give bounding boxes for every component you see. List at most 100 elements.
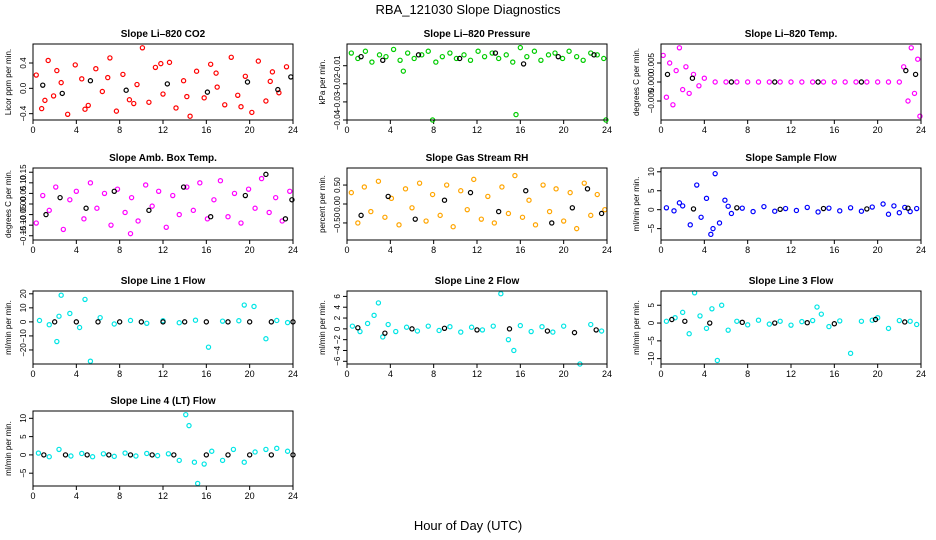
panel-ylabel: ml/min per min. — [4, 421, 13, 476]
y-tick-label: 0 — [647, 207, 656, 212]
data-point — [165, 451, 172, 457]
data-point — [97, 314, 103, 321]
data-point — [788, 322, 794, 328]
data-point — [539, 323, 545, 330]
data-point — [152, 64, 159, 71]
flagged-point — [523, 188, 529, 194]
data-point — [842, 79, 848, 85]
x-tick-label: 8 — [431, 245, 436, 255]
data-point — [197, 180, 203, 186]
x-tick-label: 24 — [916, 125, 926, 135]
x-tick-label: 12 — [472, 125, 482, 135]
data-point — [528, 328, 534, 335]
data-point — [67, 310, 73, 317]
data-point — [896, 79, 903, 85]
data-point — [567, 189, 573, 196]
data-point — [163, 224, 169, 230]
data-point — [443, 182, 450, 188]
plot-frame — [346, 290, 608, 365]
data-point — [267, 78, 273, 85]
data-point — [385, 321, 391, 328]
data-point — [348, 189, 355, 196]
data-point — [287, 188, 293, 194]
data-point — [532, 222, 539, 228]
data-point — [450, 224, 456, 230]
data-point — [714, 357, 721, 364]
figure-xlabel: Hour of Day (UTC) — [414, 518, 522, 533]
flagged-point — [734, 205, 740, 211]
data-point — [708, 231, 714, 238]
data-point — [134, 81, 140, 88]
data-point — [219, 457, 226, 464]
data-point — [531, 48, 538, 54]
data-point — [194, 480, 201, 487]
panel-ylabel: ml/min per min. — [632, 300, 641, 355]
data-point — [67, 197, 73, 203]
data-point — [725, 203, 731, 209]
x-tick-label: 12 — [158, 491, 168, 501]
x-tick-label: 0 — [344, 125, 349, 135]
data-point — [361, 184, 368, 190]
data-point — [362, 48, 369, 54]
data-point — [105, 74, 111, 81]
panel-3: Slope Li–820 Temp. degrees C per min. 0 4 8 1… — [632, 29, 926, 135]
data-point — [139, 45, 146, 51]
panels-container: Slope Li–820 CO2 Licor ppm per min. 0 4 8 12 1… — [4, 29, 926, 501]
x-tick-label: 8 — [745, 125, 750, 135]
data-point — [56, 446, 62, 453]
flagged-point — [571, 329, 578, 336]
data-point — [891, 203, 897, 209]
data-point — [60, 226, 67, 233]
x-tick-label: 16 — [829, 125, 839, 135]
y-tick-label: −5 — [647, 336, 656, 346]
data-point — [676, 200, 683, 206]
y-tick-label: −0.01 — [333, 55, 342, 76]
flagged-point — [804, 319, 810, 326]
data-point — [241, 459, 247, 465]
data-point — [53, 184, 59, 190]
x-tick-label: 12 — [786, 245, 796, 255]
data-point — [673, 67, 679, 74]
data-point — [375, 178, 382, 184]
data-point — [393, 328, 399, 335]
data-point — [598, 328, 605, 334]
data-point — [54, 67, 60, 74]
x-tick-label: 20 — [245, 125, 255, 135]
data-point — [804, 204, 810, 211]
x-tick-label: 12 — [472, 369, 482, 379]
flagged-point — [83, 205, 89, 211]
x-tick-label: 16 — [829, 245, 839, 255]
x-tick-label: 0 — [30, 245, 35, 255]
flagged-point — [772, 320, 778, 326]
x-tick-label: 24 — [288, 369, 298, 379]
x-tick-label: 0 — [658, 125, 663, 135]
x-tick-label: 20 — [873, 125, 883, 135]
data-point — [573, 225, 580, 232]
x-tick-label: 12 — [786, 369, 796, 379]
data-point — [371, 312, 377, 319]
flagged-point — [520, 61, 527, 67]
data-point — [566, 48, 572, 54]
flagged-point — [772, 79, 778, 85]
data-point — [122, 209, 128, 216]
flagged-point — [263, 171, 269, 178]
data-point — [50, 93, 57, 99]
data-point — [511, 347, 517, 354]
data-point — [58, 292, 64, 298]
data-point — [917, 113, 923, 119]
x-tick-label: 0 — [658, 245, 663, 255]
x-tick-label: 4 — [74, 125, 79, 135]
data-point — [266, 209, 272, 216]
data-point — [468, 324, 475, 330]
flagged-point — [903, 67, 909, 74]
data-point — [108, 222, 114, 228]
data-point — [111, 321, 117, 327]
flagged-point — [707, 320, 713, 326]
data-point — [913, 205, 920, 212]
data-point — [252, 449, 258, 455]
data-point — [400, 68, 407, 74]
y-tick-label: 10 — [19, 303, 28, 312]
x-tick-label: 24 — [288, 125, 298, 135]
data-point — [722, 197, 728, 203]
